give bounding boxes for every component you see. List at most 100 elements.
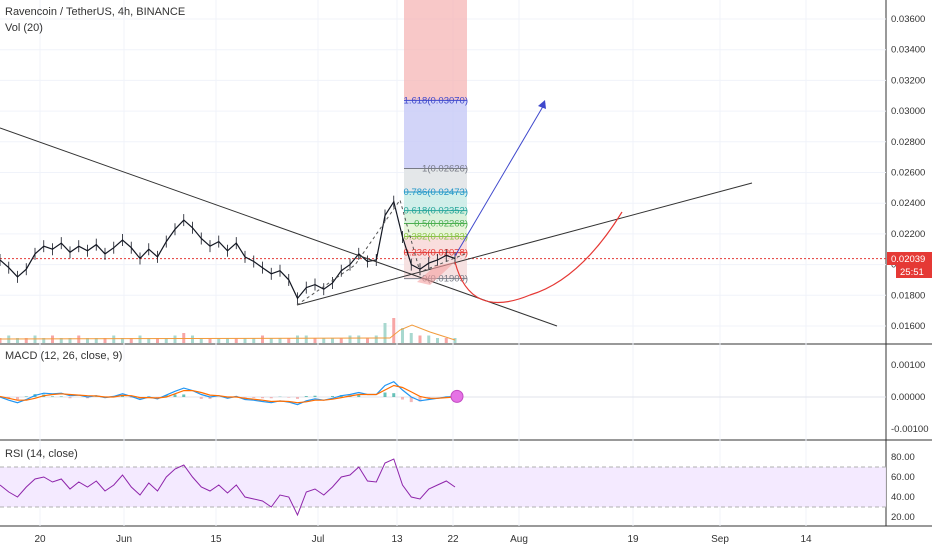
volume-bar	[339, 338, 343, 343]
volume-bar	[0, 338, 2, 343]
trendline-drawings[interactable]	[0, 100, 753, 327]
macd-histogram-bar	[86, 397, 89, 399]
time-axis-ticks: 20 Jun 15 Jul 13 22 Aug 19 Sep 14	[34, 534, 812, 545]
price-tick-label: 0.03400	[891, 45, 925, 56]
fib-level-label: 0.236(0.02078)	[404, 248, 468, 259]
time-tick-label: 19	[627, 534, 639, 545]
volume-bar	[252, 338, 256, 343]
time-tick-label: 22	[447, 534, 459, 545]
volume-bar	[129, 338, 133, 343]
rsi-tick-label: 20.00	[891, 512, 915, 523]
macd-histogram-bar	[226, 397, 229, 399]
current-price-value: 0.02039	[891, 254, 925, 265]
time-tick-label: Sep	[711, 534, 729, 545]
macd-tick-label: 0.00100	[891, 360, 925, 371]
rsi-label: RSI (14, close)	[5, 448, 78, 460]
macd-histogram-bar	[427, 397, 431, 399]
rsi-tick-label: 40.00	[891, 492, 915, 503]
volume-bar	[261, 335, 264, 343]
fib-zone-target	[404, 100, 467, 169]
fib-extension[interactable]: 1.618(0.03070) 1(0.02626) 0.786(0.02473) 0.…	[404, 0, 468, 285]
price-series[interactable]	[0, 195, 456, 305]
macd-histogram-bar	[401, 397, 404, 400]
macd-line	[0, 380, 456, 406]
volume-bar	[68, 338, 72, 343]
macd-histogram-bar	[252, 397, 256, 398]
time-tick-label: 13	[391, 534, 403, 545]
volume-bar	[182, 333, 186, 343]
fib-level-label: 0.382(0.02183)	[404, 232, 468, 243]
volume-bar	[278, 338, 282, 343]
macd-histogram-bar	[269, 397, 273, 399]
volume-bar	[112, 335, 116, 343]
volume-bar	[357, 335, 361, 343]
volume-bar	[208, 338, 212, 343]
macd-label: MACD (12, 26, close, 9)	[5, 350, 122, 362]
rsi-line	[0, 458, 456, 517]
volume-bar	[436, 338, 439, 343]
macd-pane[interactable]: 0.00100 0.00000 -0.00100	[0, 360, 929, 435]
macd-histogram-bar	[129, 397, 133, 398]
macd-histogram-bar	[68, 397, 72, 399]
fib-level-label: 0.5(0.02268)	[414, 218, 468, 229]
macd-histogram-bar	[164, 395, 168, 397]
volume-bar	[199, 338, 203, 343]
volume-label: Vol (20)	[5, 22, 43, 34]
volume-bar	[103, 338, 107, 343]
time-tick-label: Jun	[116, 534, 132, 545]
volume-bar	[191, 335, 194, 343]
volume-bar	[418, 335, 422, 343]
time-tick-label: Jul	[312, 534, 325, 545]
time-tick-label: 14	[800, 534, 812, 545]
macd-histogram-bar	[357, 395, 361, 397]
macd-marker-dot	[450, 389, 464, 403]
volume-bar	[392, 318, 396, 343]
volume-bar	[164, 338, 168, 343]
fib-level-label: 0.786(0.02473)	[404, 187, 468, 198]
macd-histogram-bar	[182, 394, 186, 397]
volume-bar	[147, 338, 151, 343]
time-tick-label: 20	[34, 534, 46, 545]
fib-level-label: 1(0.02626)	[422, 164, 468, 175]
macd-histogram-bar	[261, 397, 264, 399]
volume-bar	[348, 335, 352, 343]
descending-trendline	[0, 127, 558, 327]
macd-histogram-bar	[208, 397, 212, 399]
macd-signal-line	[0, 384, 456, 404]
volume-bar	[427, 335, 431, 343]
macd-histogram-bar	[24, 396, 28, 397]
price-tick-label: 0.01600	[891, 321, 925, 332]
price-tick-label: 0.02600	[891, 168, 925, 179]
volume-bar	[94, 338, 98, 343]
volume-ma-line	[0, 324, 456, 341]
rsi-pane[interactable]: 80.00 60.00 40.00 20.00	[0, 452, 915, 523]
countdown-value: 25:51	[900, 267, 924, 278]
volume-bar	[234, 338, 238, 343]
price-tick-label: 0.03600	[891, 14, 925, 25]
price-tick-label: 0.03000	[891, 106, 925, 117]
volume-bar	[226, 338, 229, 343]
macd-tick-label: 0.00000	[891, 392, 925, 403]
macd-histogram-bar	[16, 397, 19, 400]
volume-bar	[42, 338, 46, 343]
fib-zone	[404, 191, 467, 211]
macd-histogram-bar	[51, 396, 54, 397]
rsi-band	[0, 467, 886, 507]
price-tick-label: 0.03200	[891, 75, 925, 86]
wedge-fill	[417, 262, 455, 285]
volume-bar	[322, 338, 326, 343]
arrow-head-icon	[538, 100, 546, 109]
volume-bar	[409, 333, 413, 343]
macd-histogram-bar	[199, 397, 203, 399]
macd-histogram-bar	[304, 396, 308, 397]
macd-histogram-bar	[331, 396, 334, 397]
cup-curve	[454, 211, 623, 304]
macd-histogram-bar	[173, 394, 177, 397]
volume-bar	[331, 338, 334, 343]
volume-bar	[287, 338, 291, 343]
macd-histogram-bar	[287, 397, 291, 398]
fib-zone	[404, 210, 467, 224]
symbol-title: Ravencoin / TetherUS, 4h, BINANCE	[5, 6, 185, 18]
price-tick-label: 0.01800	[891, 290, 925, 301]
